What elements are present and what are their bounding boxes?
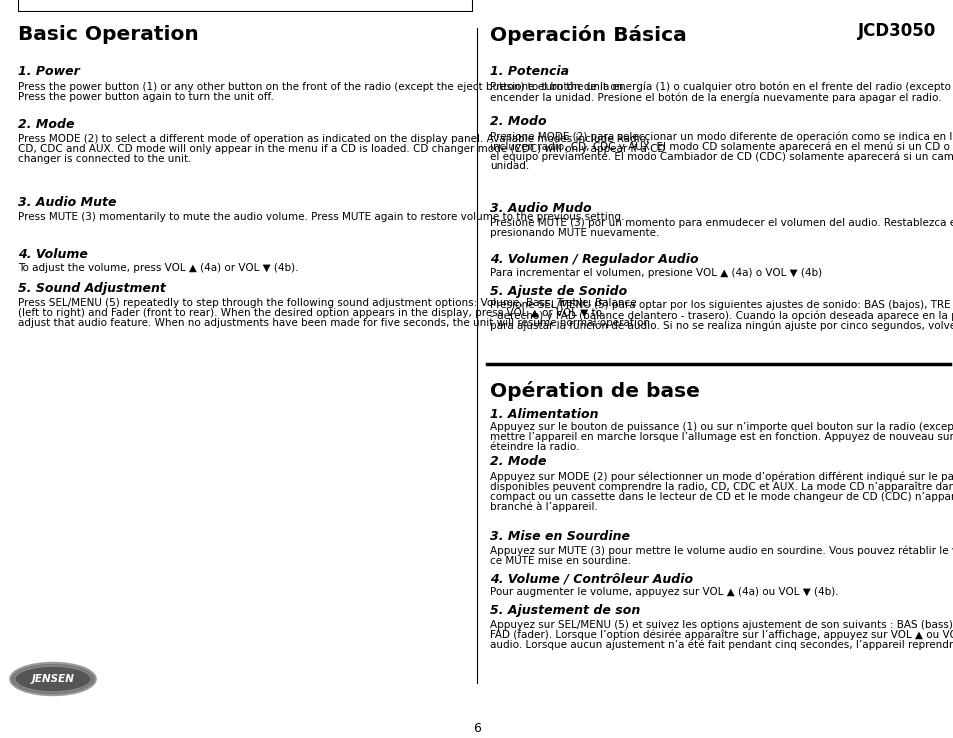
Text: para ajustar la función de audio. Si no se realiza ningún ajuste por cinco segun: para ajustar la función de audio. Si no … [490, 320, 953, 331]
Text: - derecho) y FAD (balance delantero - trasero). Cuando la opción deseada aparece: - derecho) y FAD (balance delantero - tr… [490, 310, 953, 320]
Text: 1. Power: 1. Power [18, 65, 80, 78]
Text: Presione MUTE (3) por un momento para enmudecer el volumen del audio. Restablezc: Presione MUTE (3) por un momento para en… [490, 218, 953, 229]
Text: FAD (fader). Lorsque l’option désirée apparaître sur l’affichage, appuyez sur VO: FAD (fader). Lorsque l’option désirée ap… [490, 629, 953, 640]
Text: Press the power button (1) or any other button on the front of the radio (except: Press the power button (1) or any other … [18, 82, 626, 92]
Text: Appuyez sur MUTE (3) pour mettre le volume audio en sourdine. Vous pouvez rétabl: Appuyez sur MUTE (3) pour mettre le volu… [490, 546, 953, 556]
Text: Presione SEL/MENU (5) para optar por los siguientes ajustes de sonido: BAS (bajo: Presione SEL/MENU (5) para optar por los… [490, 300, 953, 310]
Text: Appuyez sur SEL/MENU (5) et suivez les options ajustement de son suivants : BAS : Appuyez sur SEL/MENU (5) et suivez les o… [490, 619, 953, 630]
Text: Press SEL/MENU (5) repeatedly to step through the following sound adjustment opt: Press SEL/MENU (5) repeatedly to step th… [18, 298, 636, 308]
Text: el equipo previamente. El modo Cambiador de CD (CDC) solamente aparecerá si un c: el equipo previamente. El modo Cambiador… [490, 151, 953, 162]
Text: 1. Potencia: 1. Potencia [490, 65, 568, 78]
Text: To adjust the volume, press VOL ▲ (4a) or VOL ▼ (4b).: To adjust the volume, press VOL ▲ (4a) o… [18, 263, 298, 273]
Text: 5. Ajuste de Sonido: 5. Ajuste de Sonido [490, 285, 626, 298]
Text: Press MUTE (3) momentarily to mute the audio volume. Press MUTE again to restore: Press MUTE (3) momentarily to mute the a… [18, 212, 623, 222]
Text: adjust that audio feature. When no adjustments have been made for five seconds, : adjust that audio feature. When no adjus… [18, 318, 653, 328]
Text: JCD3050: JCD3050 [857, 22, 935, 40]
Text: changer is connected to the unit.: changer is connected to the unit. [18, 154, 192, 165]
Text: presionando MUTE nuevamente.: presionando MUTE nuevamente. [490, 228, 659, 238]
Text: éteindre la radio.: éteindre la radio. [490, 442, 578, 452]
Text: compact ou un cassette dans le lecteur de CD et le mode changeur de CD (CDC) n’a: compact ou un cassette dans le lecteur d… [490, 492, 953, 502]
Text: disponibles peuvent comprendre la radio, CD, CDC et AUX. La mode CD n’apparaître: disponibles peuvent comprendre la radio,… [490, 481, 953, 492]
Text: 3. Mise en Sourdine: 3. Mise en Sourdine [490, 530, 629, 543]
Text: Appuyez sur MODE (2) pour sélectionner un mode d’opération différent indiqué sur: Appuyez sur MODE (2) pour sélectionner u… [490, 471, 953, 481]
Text: 6: 6 [473, 722, 480, 735]
Text: 5. Ajustement de son: 5. Ajustement de son [490, 604, 639, 617]
Text: 3. Audio Mudo: 3. Audio Mudo [490, 202, 591, 215]
Text: Presione el botón de la energía (1) o cualquier otro botón en el frente del radi: Presione el botón de la energía (1) o cu… [490, 82, 953, 92]
Text: 1. Alimentation: 1. Alimentation [490, 408, 598, 421]
Text: JENSEN: JENSEN [31, 674, 74, 684]
Text: 2. Mode: 2. Mode [18, 118, 74, 131]
Text: encender la unidad. Presione el botón de la energía nuevamente para apagar el ra: encender la unidad. Presione el botón de… [490, 92, 941, 103]
Ellipse shape [10, 663, 95, 695]
Text: 5. Sound Adjustment: 5. Sound Adjustment [18, 282, 166, 295]
Text: audio. Lorsque aucun ajustement n’a été fait pendant cinq secondes, l’appareil r: audio. Lorsque aucun ajustement n’a été … [490, 639, 953, 649]
Text: Appuyez sur le bouton de puissance (1) ou sur n’importe quel bouton sur la radio: Appuyez sur le bouton de puissance (1) o… [490, 422, 953, 432]
Text: mettre l’appareil en marche lorsque l’allumage est en fonction. Appuyez de nouve: mettre l’appareil en marche lorsque l’al… [490, 432, 953, 442]
Text: Presione MODE (2) para seleccionar un modo diferente de operación como se indica: Presione MODE (2) para seleccionar un mo… [490, 131, 953, 142]
Text: Press the power button again to turn the unit off.: Press the power button again to turn the… [18, 92, 274, 102]
Text: 4. Volumen / Regulador Audio: 4. Volumen / Regulador Audio [490, 253, 698, 266]
Text: incluyen radio, CD, CDC y AUX. El modo CD solamente aparecerá en el menú si un C: incluyen radio, CD, CDC y AUX. El modo C… [490, 141, 953, 151]
Text: (left to right) and Fader (front to rear). When the desired option appears in th: (left to right) and Fader (front to rear… [18, 308, 601, 318]
Text: 4. Volume / Contrôleur Audio: 4. Volume / Contrôleur Audio [490, 572, 693, 585]
Text: 3. Audio Mute: 3. Audio Mute [18, 196, 116, 209]
Text: ce MUTE mise en sourdine.: ce MUTE mise en sourdine. [490, 556, 630, 566]
Text: Opération de base: Opération de base [490, 381, 700, 401]
Text: 2. Modo: 2. Modo [490, 115, 546, 128]
Text: Pour augmenter le volume, appuyez sur VOL ▲ (4a) ou VOL ▼ (4b).: Pour augmenter le volume, appuyez sur VO… [490, 587, 838, 597]
Ellipse shape [14, 666, 91, 692]
Text: Basic Operation: Basic Operation [18, 25, 198, 44]
Text: Para incrementar el volumen, presione VOL ▲ (4a) o VOL ▼ (4b): Para incrementar el volumen, presione VO… [490, 268, 821, 278]
Text: unidad.: unidad. [490, 162, 529, 171]
Text: 4. Volume: 4. Volume [18, 248, 88, 261]
Text: Press MODE (2) to select a different mode of operation as indicated on the displ: Press MODE (2) to select a different mod… [18, 134, 649, 144]
Text: branché à l’appareil.: branché à l’appareil. [490, 501, 598, 512]
Text: CD, CDC and AUX. CD mode will only appear in the menu if a CD is loaded. CD chan: CD, CDC and AUX. CD mode will only appea… [18, 144, 665, 154]
Text: Operación Básica: Operación Básica [490, 25, 686, 45]
Text: 2. Mode: 2. Mode [490, 455, 546, 468]
